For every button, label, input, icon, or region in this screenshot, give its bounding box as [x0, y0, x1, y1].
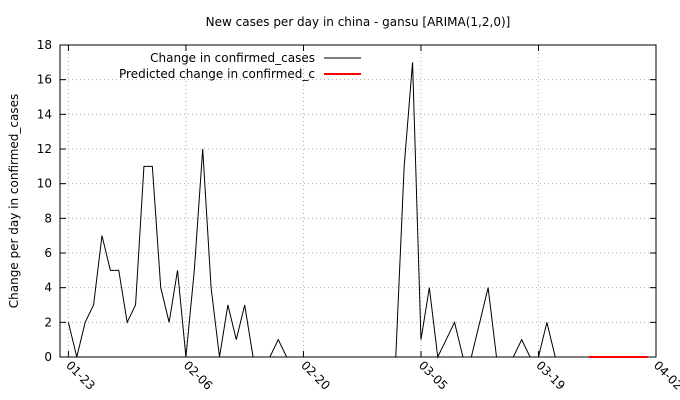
legend: Change in confirmed_cases Predicted chan…: [119, 51, 361, 81]
y-axis-label: Change per day in confirmed_cases: [7, 94, 21, 309]
x-tick-label: 02-06: [181, 358, 216, 393]
y-tick-label: 0: [44, 350, 52, 364]
x-tick-label: 02-20: [298, 358, 333, 393]
y-tick-label: 14: [37, 107, 52, 121]
y-tick-label: 6: [44, 246, 52, 260]
series-lines: [67, 62, 648, 359]
plot-frame: [59, 44, 657, 358]
y-tick-label: 12: [37, 142, 52, 156]
legend-label-confirmed: Change in confirmed_cases: [150, 51, 315, 65]
y-tick-label: 10: [37, 177, 52, 191]
legend-label-predicted: Predicted change in confirmed_c: [119, 67, 315, 81]
axis-ticks: 0 2 4 6 8 10 12 14 16 18 01-23 02-06 02-20 03-05 03-19…: [37, 38, 680, 393]
y-tick-label: 16: [37, 73, 52, 87]
y-tick-label: 4: [44, 281, 52, 295]
y-tick-label: 2: [44, 315, 52, 329]
x-tick-label: 03-05: [416, 358, 451, 393]
y-tick-label: 18: [37, 38, 52, 52]
y-tick-label: 8: [44, 211, 52, 225]
grid: [60, 45, 656, 357]
chart-title: New cases per day in china - gansu [ARIM…: [206, 15, 511, 29]
series-line-confirmed: [67, 62, 564, 359]
x-tick-label: 03-19: [533, 358, 568, 393]
x-tick-label: 01-23: [63, 358, 98, 393]
x-tick-label: 04-02: [651, 358, 680, 393]
